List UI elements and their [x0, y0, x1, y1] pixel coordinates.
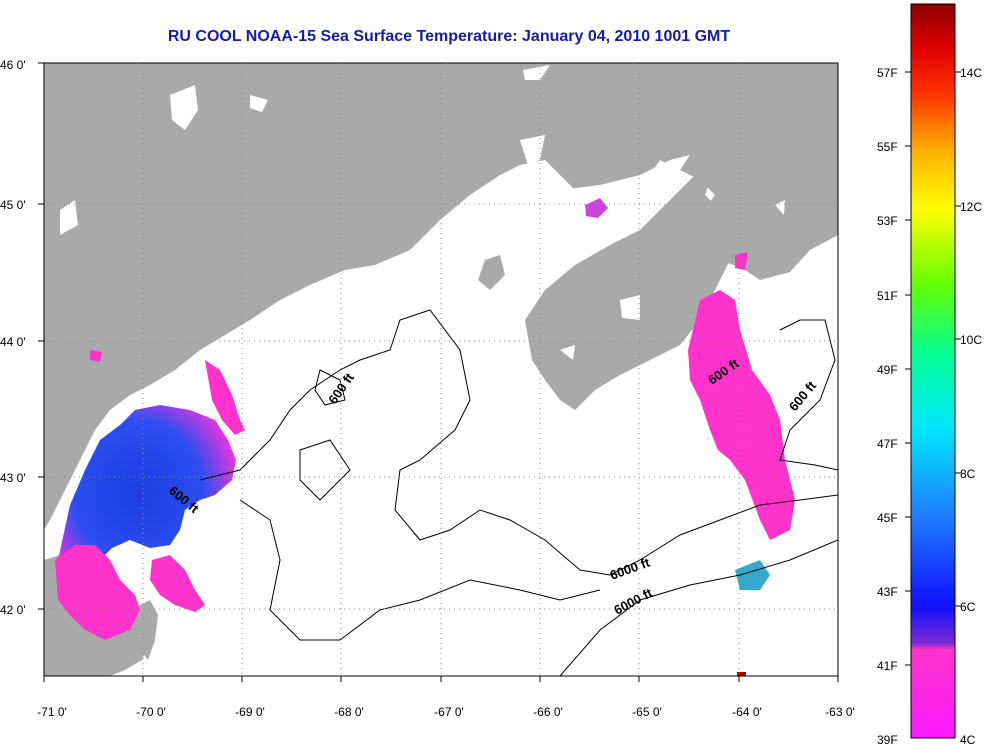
x-tick-label: -69 0'	[235, 705, 265, 719]
x-tick-label: -71 0'	[37, 705, 67, 719]
x-ticks	[43, 676, 839, 682]
lake	[560, 345, 575, 360]
colorbar-f-label: 45F	[877, 511, 898, 525]
y-tick-label: 44 0'	[0, 335, 26, 349]
sst-magenta-patch	[150, 555, 205, 612]
contour-line-600ft	[239, 499, 601, 641]
lake	[520, 135, 545, 165]
colorbar-c-label: 6C	[960, 600, 976, 614]
colorbar-f-label: 55F	[877, 140, 898, 154]
colorbar-f-label: 49F	[877, 363, 898, 377]
sst-mixed-pixels	[735, 560, 770, 590]
colorbar-c-label: 8C	[960, 467, 976, 481]
colorbar-ticks	[905, 71, 961, 666]
x-tick-label: -63 0'	[825, 705, 855, 719]
colorbar-f-label: 43F	[877, 585, 898, 599]
contour-line-600ft	[314, 369, 346, 406]
y-tick-label: 46 0'	[0, 58, 26, 72]
colorbar-f-label: 57F	[877, 66, 898, 80]
x-tick-label: -66 0'	[533, 705, 563, 719]
colorbar-f-label: 51F	[877, 289, 898, 303]
nova-scotia-land	[525, 170, 730, 410]
sst-cold-water-patch	[58, 405, 236, 600]
x-tick-label: -67 0'	[434, 705, 464, 719]
colorbar-f-label: 41F	[877, 659, 898, 673]
bay-of-fundy-water	[515, 155, 690, 230]
map-plot	[43, 62, 839, 677]
graticule	[44, 63, 838, 676]
y-tick-label: 43 0'	[0, 471, 26, 485]
sst-magenta-patch	[205, 360, 245, 435]
colorbar-gradient	[910, 3, 956, 739]
sst-magenta-patch	[735, 252, 748, 270]
colorbar-c-label: 4C	[960, 733, 976, 747]
lake	[60, 200, 78, 235]
lake	[620, 295, 640, 320]
colorbar-c-label: 14C	[960, 66, 982, 80]
lake	[523, 65, 550, 80]
contour-line-600ft	[299, 439, 351, 501]
colorbar-f-label: 47F	[877, 437, 898, 451]
colorbar: 57F 55F 53F 51F 49F 47F 45F 43F 41F 39F …	[877, 3, 982, 747]
contour-line-600ft	[199, 309, 838, 576]
colorbar-f-label: 39F	[877, 733, 898, 747]
x-tick-label: -70 0'	[136, 705, 166, 719]
sst-magenta-patch	[688, 290, 795, 540]
y-tick-label: 45 0'	[0, 198, 26, 212]
sst-magenta-patch	[585, 198, 608, 218]
colorbar-f-label: 53F	[877, 214, 898, 228]
y-ticks	[38, 62, 44, 610]
bathymetry-contours	[199, 309, 838, 676]
sst-magenta-patch	[55, 545, 140, 640]
colorbar-c-label: 10C	[960, 333, 982, 347]
colorbar-c-label: 12C	[960, 200, 982, 214]
contour-line-6000ft	[559, 539, 838, 676]
y-tick-label: 42 0'	[0, 603, 26, 617]
x-tick-label: -68 0'	[334, 705, 364, 719]
x-tick-label: -65 0'	[632, 705, 662, 719]
x-tick-label: -64 0'	[732, 705, 762, 719]
lake	[250, 95, 268, 112]
contour-line-600ft	[779, 319, 838, 471]
sst-magenta-patch	[90, 350, 102, 362]
lake	[775, 200, 785, 215]
island	[478, 255, 505, 290]
map-title: RU COOL NOAA-15 Sea Surface Temperature:…	[167, 28, 731, 45]
lake	[170, 85, 198, 130]
